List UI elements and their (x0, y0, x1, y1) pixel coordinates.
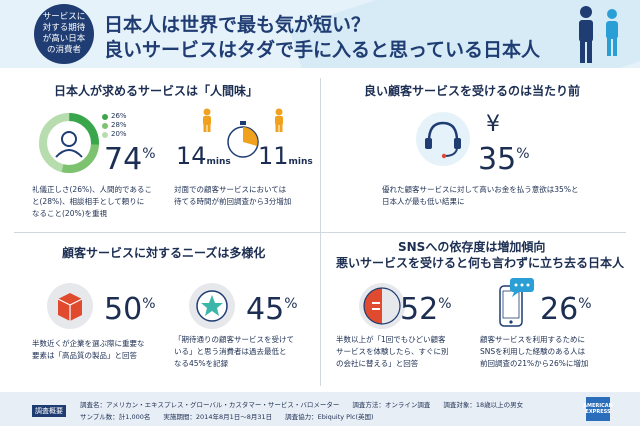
panel4-item1-note: 半数以上が「1回でもひどい顧客 サービスを体験したら、すぐに別 の会社に替える」… (336, 335, 449, 368)
person-icon-after (275, 108, 283, 132)
panel2-note: 優れた顧客サービスに対して高いお金を払う意欲は35%と 日本人が最も低い結果に (382, 185, 579, 206)
minutes-before: 14mins (176, 142, 231, 170)
horizontal-divider (14, 232, 626, 233)
panel4-title-line-1: SNSへの依存度は増加傾向 (398, 240, 546, 254)
survey-tag: 調査概要 (32, 405, 66, 417)
panel3-item2-value: 45% (246, 292, 298, 327)
yen-symbol: ¥ (486, 112, 500, 137)
donut-legend: 26% 28% 20% (102, 112, 127, 139)
badge-line-3: が高い日本 (42, 34, 86, 44)
panel4-item2-note: 顧客サービスを利用するために SNSを利用した経験のある人は 前回調査の21%か… (480, 335, 589, 368)
panel1-title: 日本人が求めるサービスは「人間味」 (54, 84, 259, 98)
audience-badge: サービスに 対する期待 が高い日本 の消費者 (34, 4, 94, 64)
legend-26: 26% (111, 112, 127, 120)
half-circle-icon (359, 283, 405, 329)
footer (0, 392, 640, 426)
headset-icon (416, 112, 470, 166)
person-icon-before (203, 108, 211, 132)
box-icon (47, 283, 93, 329)
panel3-item1-note: 半数近くが企業を選ぶ際に重要な 要素は「高品質の製品」と回答 (32, 339, 145, 360)
badge-line-4: の消費者 (46, 45, 81, 55)
legend-28: 28% (111, 121, 127, 129)
panel1b-note: 対面での顧客サービスにおいては 待てる時間が前回調査から3分増加 (174, 185, 292, 206)
panel2-big-value: 35% (478, 142, 530, 177)
panel1-big-value: 74% (104, 142, 156, 177)
badge-line-1: サービスに (42, 12, 86, 22)
page-title-line-2: 良いサービスはタダで手に入ると思っている日本人 (104, 39, 541, 61)
panel4-title-line-2: 悪いサービスを受けると何も言わずに立ち去る日本人 (336, 256, 625, 270)
badge-line-2: 対する期待 (42, 23, 86, 33)
people-icon (579, 6, 618, 63)
smartphone-chat-icon (499, 278, 534, 327)
person-donut-icon (39, 113, 99, 173)
star-icon (189, 283, 235, 329)
minutes-after: 11mins (258, 142, 313, 170)
stopwatch-icon (227, 121, 259, 158)
header-banner (0, 0, 640, 68)
panel2-title: 良い顧客サービスを受けるのは当たり前 (364, 84, 581, 98)
legend-20: 20% (111, 130, 127, 138)
panel4-item2-value: 26% (540, 292, 592, 327)
panel3-item1-value: 50% (104, 292, 156, 327)
amex-logo: AMERICAN EXPRESS (583, 397, 613, 421)
panel3-item2-note: 「期待通りの顧客サービスを受けて いる」と思う消費者は過去最低と なる45%を記… (174, 335, 294, 368)
panel4-item1-value: 52% (400, 292, 452, 327)
survey-line-2: サンプル数：計1,000名 実施期間：2014年8月1日～8月31日 調査協力：… (80, 413, 374, 421)
survey-line-1: 調査名：アメリカン・エキスプレス・グローバル・カスタマー・サービス・バロメーター… (80, 401, 524, 409)
donut-segment-26 (39, 113, 99, 173)
page-title-line-1: 日本人は世界で最も気が短い？ (104, 14, 371, 36)
donut-segment-28 (39, 113, 99, 173)
panel3-title: 顧客サービスに対するニーズは多様化 (62, 246, 266, 260)
panel1-note: 礼儀正しさ(26%)、人間的であるこ と(28%)、相談相手として頼りに なるこ… (32, 185, 152, 218)
